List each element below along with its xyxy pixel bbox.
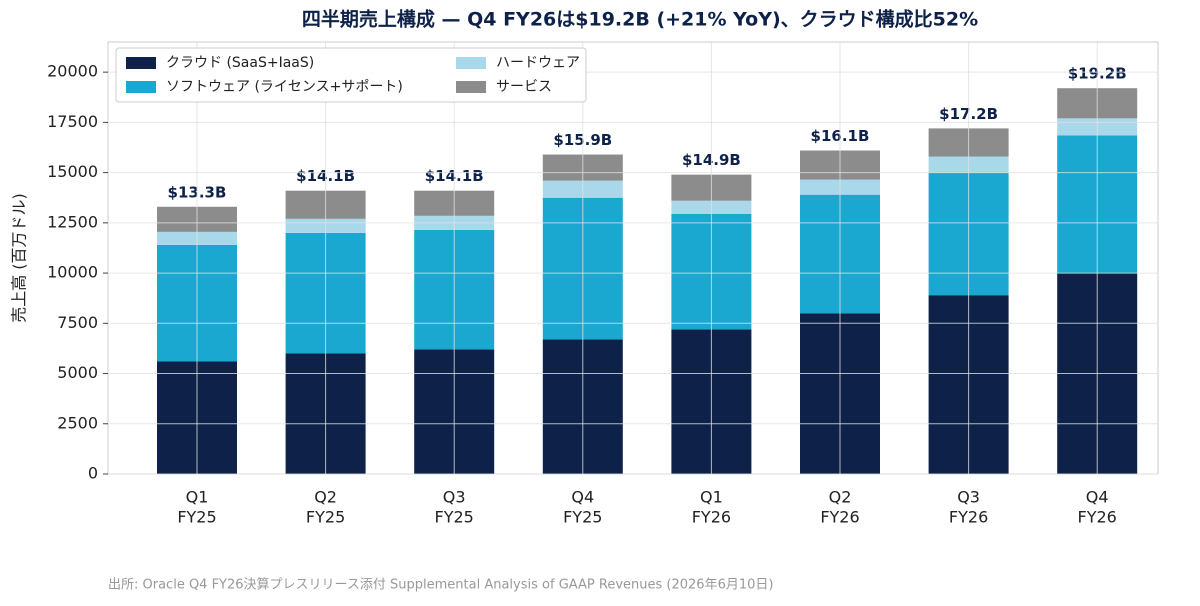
y-tick-label: 10000 — [47, 263, 98, 282]
legend: クラウド (SaaS+IaaS) ソフトウェア (ライセンス+サポート) ハードウェ… — [115, 47, 587, 103]
x-tick-label: FY26 — [1078, 508, 1117, 527]
y-tick-label: 12500 — [47, 212, 98, 231]
x-tick-label: Q1 — [700, 488, 723, 507]
x-tick-label: Q2 — [314, 488, 337, 507]
y-tick-label: 7500 — [57, 313, 98, 332]
x-tick-label: FY25 — [563, 508, 602, 527]
legend-swatch — [126, 57, 156, 69]
y-axis-label: 売上高 (百万ドル) — [10, 193, 29, 323]
legend-label: クラウド (SaaS+IaaS) — [166, 55, 314, 71]
legend-swatch — [456, 57, 486, 69]
legend-swatch — [126, 81, 156, 93]
y-tick-label: 17500 — [47, 112, 98, 131]
x-tick-label: Q2 — [829, 488, 852, 507]
x-tick-label: FY25 — [306, 508, 345, 527]
x-tick-label: Q3 — [443, 488, 466, 507]
x-tick-label: FY26 — [820, 508, 859, 527]
x-tick-label: Q4 — [1086, 488, 1109, 507]
x-tick-label: Q3 — [957, 488, 980, 507]
y-tick-label: 2500 — [57, 413, 98, 432]
source-note: 出所: Oracle Q4 FY26決算プレスリリース添付 Supplement… — [108, 578, 773, 593]
x-tick-label: FY26 — [692, 508, 731, 527]
x-tick-label: Q4 — [571, 488, 594, 507]
y-tick-label: 0 — [88, 464, 98, 483]
legend-label: ハードウェア — [496, 55, 580, 71]
y-tick-label: 20000 — [47, 62, 98, 81]
chart-title: 四半期売上構成 — Q4 FY26は$19.2B (+21% YoY)、クラウド… — [302, 8, 978, 31]
x-tick-label: FY26 — [949, 508, 988, 527]
x-tick-label: FY25 — [435, 508, 474, 527]
legend-swatch — [456, 81, 486, 93]
y-tick-label: 15000 — [47, 162, 98, 181]
legend-label: サービス — [496, 79, 552, 95]
y-tick-label: 5000 — [57, 363, 98, 382]
legend-label: ソフトウェア (ライセンス+サポート) — [166, 79, 403, 95]
x-tick-label: Q1 — [186, 488, 209, 507]
x-tick-label: FY25 — [177, 508, 216, 527]
